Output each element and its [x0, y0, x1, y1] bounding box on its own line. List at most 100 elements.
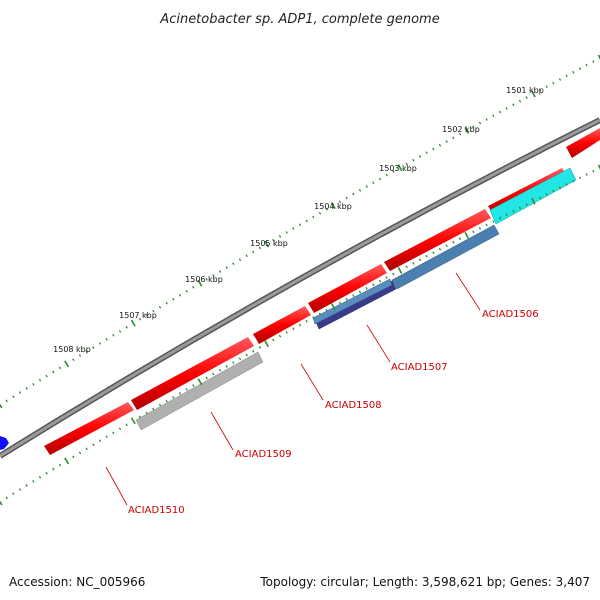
minor-tick	[412, 158, 415, 162]
kbp-labels: 1501 kbp 1502 kbp 1503 kbp 1504 kbp 1505…	[53, 86, 544, 354]
minor-tick	[418, 155, 422, 158]
minor-tick	[478, 121, 482, 125]
minor-tick	[32, 479, 35, 483]
minor-tick	[558, 78, 562, 81]
major-tick	[264, 240, 270, 248]
map-title: Acinetobacter sp. ADP1, complete genome	[159, 12, 439, 27]
minor-tick	[238, 357, 242, 361]
feature-aciad1506-steelblue[interactable]	[391, 224, 500, 290]
minor-tick	[5, 399, 8, 403]
minor-tick	[105, 435, 108, 439]
inner-tick-ring	[0, 164, 600, 506]
minor-tick	[458, 132, 462, 136]
connector-aciad1506	[455, 272, 481, 311]
minor-tick	[305, 319, 308, 323]
minor-tick	[498, 216, 502, 220]
minor-tick	[512, 103, 515, 107]
minor-tick	[352, 192, 355, 196]
minor-tick	[338, 200, 342, 204]
cds-arrow[interactable]	[384, 209, 491, 271]
minor-tick	[492, 220, 495, 223]
minor-tick	[552, 189, 555, 193]
minor-tick	[358, 290, 362, 294]
major-tick	[64, 457, 70, 465]
kbp-label-1504: 1504 kbp	[314, 202, 352, 211]
minor-tick	[72, 358, 75, 362]
feature-track	[0, 167, 577, 450]
gene-label-aciad1507[interactable]: ACIAD1507	[391, 362, 448, 373]
minor-tick	[452, 136, 455, 140]
minor-tick	[545, 193, 548, 196]
major-tick	[597, 54, 600, 60]
minor-tick	[118, 427, 122, 431]
minor-tick	[138, 415, 142, 419]
minor-tick	[565, 183, 568, 186]
minor-tick	[365, 286, 368, 290]
cds-arrow[interactable]	[44, 402, 134, 455]
minor-tick	[312, 316, 315, 319]
minor-tick	[18, 391, 22, 394]
minor-tick	[298, 323, 302, 327]
feature-aciad1506-cyan[interactable]	[489, 167, 577, 225]
feature-blue-arrow[interactable]	[0, 436, 9, 450]
minor-tick	[292, 327, 295, 331]
minor-tick	[98, 342, 102, 345]
minor-tick	[325, 308, 328, 312]
major-tick	[464, 231, 470, 239]
minor-tick	[85, 350, 88, 353]
connector-aciad1510	[105, 466, 128, 506]
minor-tick	[538, 88, 542, 92]
minor-tick	[592, 169, 595, 173]
minor-tick	[378, 177, 382, 181]
gene-label-aciad1506[interactable]: ACIAD1506	[482, 309, 539, 320]
cds-arrow[interactable]	[566, 128, 600, 158]
minor-tick	[445, 244, 448, 248]
minor-tick	[245, 353, 248, 357]
major-tick	[464, 127, 470, 134]
minor-tick	[432, 251, 435, 255]
minor-tick	[165, 399, 168, 403]
minor-tick	[238, 258, 242, 262]
minor-tick	[218, 270, 222, 273]
gene-label-aciad1508[interactable]: ACIAD1508	[325, 400, 382, 411]
minor-tick	[45, 374, 48, 378]
major-tick	[0, 500, 3, 506]
minor-tick	[258, 346, 262, 349]
minor-tick	[152, 407, 155, 411]
minor-tick	[425, 151, 428, 155]
minor-tick	[385, 276, 388, 279]
feature-aciad1507-steelblue[interactable]	[312, 278, 393, 325]
minor-tick	[312, 215, 315, 219]
kbp-label-1507: 1507 kbp	[119, 311, 157, 320]
minor-tick	[505, 107, 508, 110]
minor-tick	[372, 283, 375, 287]
minor-tick	[365, 185, 368, 188]
minor-tick	[78, 451, 82, 455]
minor-tick	[172, 297, 175, 301]
major-tick	[130, 319, 136, 327]
gene-label-aciad1510[interactable]: ACIAD1510	[128, 505, 185, 516]
cds-track	[44, 128, 600, 455]
minor-tick	[185, 289, 188, 293]
cds-arrow[interactable]	[253, 306, 311, 344]
minor-tick	[352, 294, 355, 298]
minor-tick	[18, 488, 22, 491]
minor-tick	[412, 261, 415, 265]
cds-arrow[interactable]	[308, 264, 387, 313]
minor-tick	[452, 240, 455, 244]
minor-tick	[172, 395, 175, 399]
cds-arrow[interactable]	[131, 337, 254, 410]
gene-label-aciad1509[interactable]: ACIAD1509	[235, 449, 292, 460]
feature-aciad1509-gray[interactable]	[135, 351, 264, 431]
kbp-label-1506: 1506 kbp	[185, 275, 223, 284]
minor-tick	[232, 262, 235, 266]
minor-tick	[498, 110, 502, 114]
minor-tick	[78, 354, 82, 357]
minor-tick	[505, 213, 508, 217]
major-tick	[531, 197, 536, 205]
minor-tick	[512, 209, 515, 213]
minor-tick	[318, 211, 322, 215]
minor-tick	[225, 266, 228, 269]
minor-tick	[38, 378, 42, 382]
